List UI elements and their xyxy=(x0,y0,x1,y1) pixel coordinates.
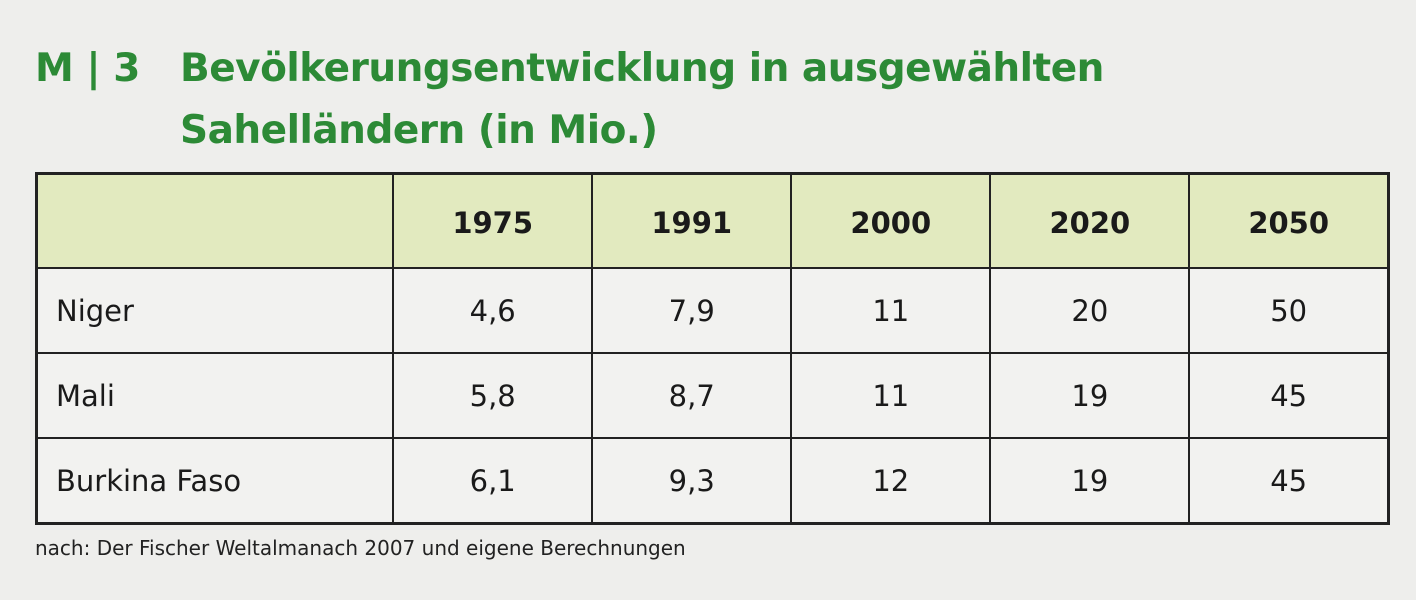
country-cell: Niger xyxy=(35,267,395,354)
value-cell: 19 xyxy=(989,352,1191,439)
value-cell: 6,1 xyxy=(392,437,594,525)
table-row: Niger 4,6 7,9 11 20 50 xyxy=(35,267,1390,354)
source-note: nach: Der Fischer Weltalmanach 2007 und … xyxy=(35,536,686,560)
table-row: Mali 5,8 8,7 11 19 45 xyxy=(35,352,1390,439)
header-cell: 1991 xyxy=(591,172,793,269)
figure-title-text: Bevölkerungsentwicklung in ausgewählten … xyxy=(180,46,1104,153)
value-cell: 11 xyxy=(790,267,992,354)
value-cell: 11 xyxy=(790,352,992,439)
value-cell: 50 xyxy=(1188,267,1390,354)
value-cell: 45 xyxy=(1188,437,1390,525)
table-row: Burkina Faso 6,1 9,3 12 19 45 xyxy=(35,437,1390,525)
value-cell: 8,7 xyxy=(591,352,793,439)
value-cell: 5,8 xyxy=(392,352,594,439)
value-cell: 9,3 xyxy=(591,437,793,525)
value-cell: 19 xyxy=(989,437,1191,525)
header-cell: 2020 xyxy=(989,172,1191,269)
header-cell xyxy=(35,172,395,269)
header-cell: 1975 xyxy=(392,172,594,269)
header-cell: 2000 xyxy=(790,172,992,269)
value-cell: 4,6 xyxy=(392,267,594,354)
value-cell: 12 xyxy=(790,437,992,525)
header-cell: 2050 xyxy=(1188,172,1390,269)
country-cell: Mali xyxy=(35,352,395,439)
country-cell: Burkina Faso xyxy=(35,437,395,525)
header-row: 1975 1991 2000 2020 2050 xyxy=(35,172,1390,269)
value-cell: 45 xyxy=(1188,352,1390,439)
population-table: 1975 1991 2000 2020 2050 Niger 4,6 7,9 1… xyxy=(35,172,1390,525)
value-cell: 20 xyxy=(989,267,1191,354)
figure-number: M | 3 xyxy=(35,46,140,91)
value-cell: 7,9 xyxy=(591,267,793,354)
